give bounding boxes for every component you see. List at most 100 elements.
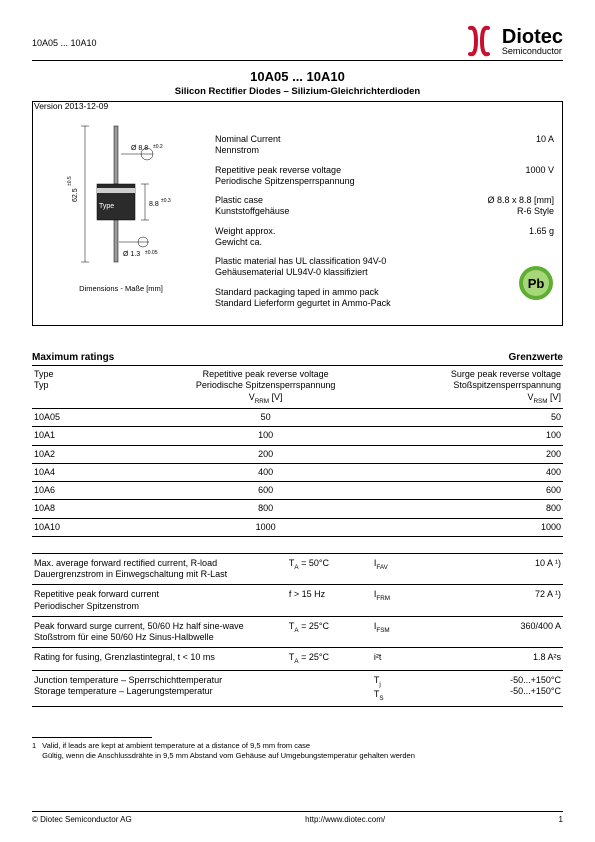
param-val-cell: 360/400 A xyxy=(425,616,563,648)
footnote-de: Gültig, wenn die Anschlussdrähte in 9,5 … xyxy=(42,751,415,760)
ratings-vrrm-cell: 100 xyxy=(149,427,383,445)
spec-row: Standard packaging taped in ammo packSta… xyxy=(215,287,554,310)
ratings-type-cell: 10A2 xyxy=(32,445,149,463)
param-sym-cell: TjTS xyxy=(372,671,425,707)
spec-label-en: Plastic case xyxy=(215,195,263,205)
ratings-vrrm-cell: 50 xyxy=(149,409,383,427)
svg-text:Ø 1.3: Ø 1.3 xyxy=(123,251,140,258)
brand-logo: Diotec Semiconductor xyxy=(462,24,563,58)
param-val-cell: 10 A ¹) xyxy=(425,553,563,585)
diagram-caption: Dimensions - Maße [mm] xyxy=(41,284,201,293)
footnote-rule xyxy=(32,737,152,738)
ratings-vrsm-cell: 400 xyxy=(382,463,563,481)
ratings-vrrm-cell: 800 xyxy=(149,500,383,518)
param-cond-cell xyxy=(287,671,372,707)
spec-label-en: Plastic material has UL classification 9… xyxy=(215,256,386,266)
footnote-number: 1 xyxy=(32,741,36,760)
svg-text:±0.5: ±0.5 xyxy=(67,176,73,186)
param-desc-cell: Max. average forward rectified current, … xyxy=(32,553,287,585)
table-row: Rating for fusing, Grenzlastintegral, t … xyxy=(32,648,563,671)
page-footer: © Diotec Semiconductor AG http://www.dio… xyxy=(32,811,563,824)
brand-name: Diotec xyxy=(502,27,563,47)
ratings-type-cell: 10A1 xyxy=(32,427,149,445)
footnote-en: Valid, if leads are kept at ambient temp… xyxy=(42,741,310,750)
spec-value: 1.65 g xyxy=(529,226,554,249)
ratings-header-left: Maximum ratings xyxy=(32,352,114,363)
param-cond-cell: TA = 25°C xyxy=(287,648,372,671)
svg-text:62.5: 62.5 xyxy=(72,188,79,202)
svg-text:±0.2: ±0.2 xyxy=(153,144,163,150)
ratings-vrrm-cell: 600 xyxy=(149,482,383,500)
param-sym-cell: IFAV xyxy=(372,553,425,585)
spec-label-en: Weight approx. xyxy=(215,226,275,236)
ratings-type-cell: 10A4 xyxy=(32,463,149,481)
footer-page-number: 1 xyxy=(559,815,563,824)
spec-value: 10 A xyxy=(536,134,554,157)
info-box: Type Ø 8.8 ±0.2 Ø 1.3 ±0.05 8.8 ±0.3 xyxy=(32,101,563,326)
brand-subtitle: Semiconductor xyxy=(502,47,563,56)
spec-row: Repetitive peak reverse voltagePeriodisc… xyxy=(215,165,554,188)
spec-row: Weight approx.Gewicht ca. 1.65 g xyxy=(215,226,554,249)
param-desc-cell: Repetitive peak forward currentPeriodisc… xyxy=(32,585,287,617)
pb-free-badge-icon: Pb xyxy=(518,265,554,301)
ratings-col-header: Type Typ xyxy=(32,366,149,409)
spec-label-de: Nennstrom xyxy=(215,145,259,155)
footer-url: http://www.diotec.com/ xyxy=(305,815,385,824)
ratings-type-cell: 10A6 xyxy=(32,482,149,500)
spec-value: Ø 8.8 x 8.8 [mm] R-6 Style xyxy=(487,195,554,218)
ratings-header-right: Grenzwerte xyxy=(509,352,563,363)
param-cond-cell: TA = 50°C xyxy=(287,553,372,585)
spec-label-de: Kunststoffgehäuse xyxy=(215,206,289,216)
param-val-cell: 72 A ¹) xyxy=(425,585,563,617)
spec-label-en: Repetitive peak reverse voltage xyxy=(215,165,341,175)
ratings-vrsm-cell: 800 xyxy=(382,500,563,518)
page-header: 10A05 ... 10A10 Diotec Semiconductor xyxy=(32,24,563,61)
spec-label-de: Gehäusematerial UL94V-0 klassifiziert xyxy=(215,267,368,277)
ratings-vrsm-cell: 200 xyxy=(382,445,563,463)
ratings-vrsm-cell: 50 xyxy=(382,409,563,427)
spec-label-de: Standard Lieferform gegurtet in Ammo-Pac… xyxy=(215,298,391,308)
ratings-tbody: 10A05 50 5010A1 100 10010A2 200 20010A4 … xyxy=(32,409,563,537)
spec-column: Nominal CurrentNennstrom 10 A Repetitive… xyxy=(215,118,554,317)
table-row: 10A2 200 200 xyxy=(32,445,563,463)
logo-mark-icon xyxy=(462,24,496,58)
table-row: Repetitive peak forward currentPeriodisc… xyxy=(32,585,563,617)
svg-text:±0.3: ±0.3 xyxy=(161,198,171,204)
svg-text:8.8: 8.8 xyxy=(149,201,159,208)
spec-row: Nominal CurrentNennstrom 10 A xyxy=(215,134,554,157)
table-row: 10A05 50 50 xyxy=(32,409,563,427)
param-cond-cell: TA = 25°C xyxy=(287,616,372,648)
svg-text:±0.05: ±0.05 xyxy=(145,250,158,256)
param-desc-cell: Rating for fusing, Grenzlastintegral, t … xyxy=(32,648,287,671)
table-row: Max. average forward rectified current, … xyxy=(32,553,563,585)
table-row: 10A4 400 400 xyxy=(32,463,563,481)
spec-label-en: Nominal Current xyxy=(215,134,281,144)
param-val-cell: -50...+150°C-50...+150°C xyxy=(425,671,563,707)
table-row: Peak forward surge current, 50/60 Hz hal… xyxy=(32,616,563,648)
ratings-type-cell: 10A10 xyxy=(32,518,149,536)
param-sym-cell: i²t xyxy=(372,648,425,671)
table-row: 10A6 600 600 xyxy=(32,482,563,500)
svg-text:Pb: Pb xyxy=(528,276,545,291)
param-sym-cell: IFRM xyxy=(372,585,425,617)
param-cond-cell: f > 15 Hz xyxy=(287,585,372,617)
ratings-vrsm-cell: 100 xyxy=(382,427,563,445)
diagram-column: Type Ø 8.8 ±0.2 Ø 1.3 ±0.05 8.8 ±0.3 xyxy=(41,118,201,317)
ratings-type-cell: 10A05 xyxy=(32,409,149,427)
param-desc-cell: Junction temperature – Sperrschichttempe… xyxy=(32,671,287,707)
diagram-type-label: Type xyxy=(99,203,114,210)
spec-value: 1000 V xyxy=(525,165,554,188)
title-main: 10A05 ... 10A10 xyxy=(32,69,563,84)
title-block: 10A05 ... 10A10 Silicon Rectifier Diodes… xyxy=(32,69,563,97)
spec-label-de: Gewicht ca. xyxy=(215,237,262,247)
ratings-section-header: Maximum ratings Grenzwerte xyxy=(32,352,563,366)
title-sub: Silicon Rectifier Diodes – Silizium-Glei… xyxy=(32,86,563,97)
ratings-vrrm-cell: 200 xyxy=(149,445,383,463)
table-row: 10A8 800 800 xyxy=(32,500,563,518)
params-table: Max. average forward rectified current, … xyxy=(32,553,563,707)
spec-label-de: Periodische Spitzensperrspannung xyxy=(215,176,355,186)
param-val-cell: 1.8 A²s xyxy=(425,648,563,671)
ratings-vrrm-cell: 400 xyxy=(149,463,383,481)
ratings-col-header: Repetitive peak reverse voltage Periodis… xyxy=(149,366,383,409)
param-desc-cell: Peak forward surge current, 50/60 Hz hal… xyxy=(32,616,287,648)
